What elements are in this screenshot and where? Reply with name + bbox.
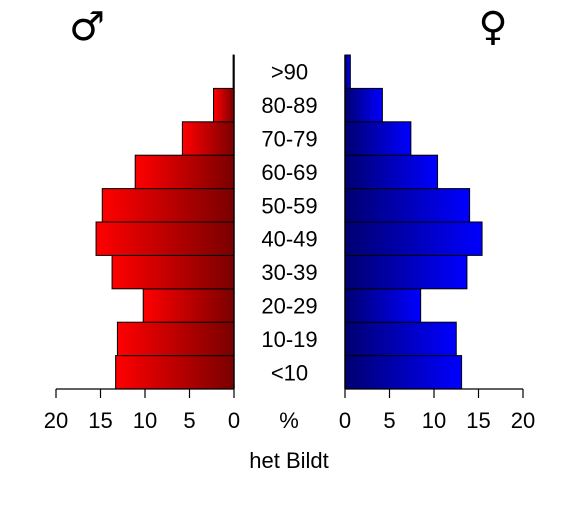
female-bar-4 — [344, 221, 483, 256]
age-group-label-8: 80-89 — [261, 93, 317, 118]
age-group-labels: <10 10-19 20-29 30-39 40-49 50-59 60-69 70-79 80… — [261, 60, 317, 386]
male-bars — [95, 54, 235, 390]
male-bar-5 — [101, 188, 235, 223]
age-group-label-2: 20-29 — [261, 294, 317, 319]
age-group-label-5: 50-59 — [261, 193, 317, 218]
male-bar-1 — [116, 321, 235, 357]
female-tick-label-3: 15 — [466, 408, 490, 433]
female-bar-5 — [344, 188, 471, 223]
female-bar-0 — [344, 355, 463, 390]
male-tick-label-2: 10 — [133, 408, 157, 433]
female-tick-label-2: 10 — [422, 408, 446, 433]
male-bar-6 — [134, 154, 235, 190]
male-tick-label-3: 15 — [88, 408, 112, 433]
male-bar-8 — [213, 87, 235, 123]
female-bar-2 — [344, 288, 422, 323]
female-bar-6 — [344, 154, 439, 190]
male-tick-label-4: 20 — [44, 408, 68, 433]
female-bar-1 — [344, 321, 457, 357]
female-bars — [344, 54, 483, 390]
age-group-label-0: <10 — [271, 360, 308, 385]
female-tick-label-4: 20 — [511, 408, 535, 433]
female-bar-9 — [344, 54, 351, 89]
female-bar-3 — [344, 254, 468, 290]
female-x-axis: 0 5 10 15 20 — [339, 388, 535, 433]
male-tick-label-0: 0 — [228, 408, 240, 433]
age-group-label-1: 10-19 — [261, 327, 317, 352]
female-bar-8 — [344, 87, 383, 123]
male-x-axis: 0 5 10 15 20 — [44, 388, 240, 433]
male-bar-3 — [111, 254, 235, 290]
female-tick-label-1: 5 — [383, 408, 395, 433]
age-group-label-6: 60-69 — [261, 160, 317, 185]
age-group-label-3: 30-39 — [261, 260, 317, 285]
male-bar-4 — [95, 221, 235, 256]
x-axis-title: het Bildt — [249, 448, 329, 473]
female-bar-7 — [344, 121, 412, 156]
male-symbol-label: ♂ — [69, 4, 105, 50]
male-bar-0 — [115, 355, 235, 390]
age-group-label-7: 70-79 — [261, 127, 317, 152]
male-tick-label-1: 5 — [183, 408, 195, 433]
unit-label: % — [279, 408, 299, 433]
male-bar-7 — [181, 121, 235, 156]
age-group-label-9: >90 — [271, 60, 308, 85]
age-group-label-4: 40-49 — [261, 227, 317, 252]
male-bar-2 — [142, 288, 235, 323]
female-tick-label-0: 0 — [339, 408, 351, 433]
female-symbol-label: ♀ — [478, 4, 507, 50]
